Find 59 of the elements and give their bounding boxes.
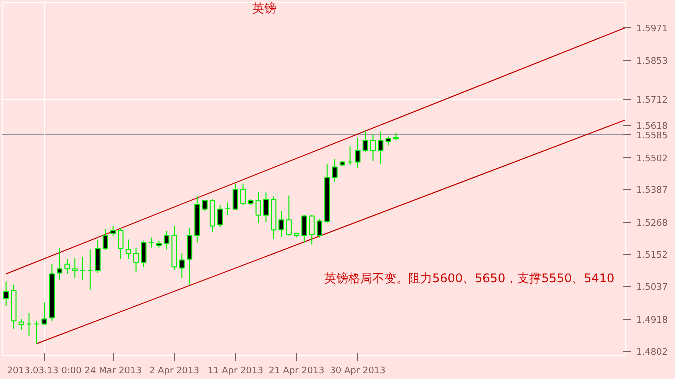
candlestick [263,192,270,223]
candlestick [26,312,32,336]
candlestick [240,183,246,206]
y-tick-label: 1.5387 [636,186,668,196]
candlestick [164,230,170,250]
candlestick [4,281,10,307]
y-tick-label: 1.5618 [636,122,668,132]
candlestick [18,318,24,331]
y-tick-label: 1.5502 [636,154,668,164]
candlestick [302,214,308,244]
candlestick [110,226,116,236]
ref-line-label: 1.5712 [636,96,668,106]
candlestick [256,191,262,224]
candlestick [232,183,238,211]
candlestick [179,253,185,278]
candlestick [72,258,78,278]
y-tick-label: 1.5037 [636,283,668,294]
y-tick-label: 1.4802 [636,348,668,358]
y-tick-label: 1.4918 [636,316,668,326]
candlestick [278,210,284,238]
candlestick [362,130,368,154]
candlestick [42,302,48,326]
x-tick-label: 30 Apr 2013 [330,366,386,376]
candlestick [309,214,315,246]
candlestick [80,256,86,280]
candlestick [316,218,323,238]
candlestick [218,204,224,228]
y-tick-label: 1.5853 [636,57,668,68]
candlestick [202,200,208,212]
candlestick [133,247,140,273]
chart-title: 英镑 [252,2,276,16]
y-tick-label: 1.5152 [636,251,668,262]
candlestick [332,158,338,182]
candlestick [148,237,154,248]
candlestick [286,195,292,236]
candlestick [118,228,124,260]
x-tick-label: 11 Apr 2013 [208,366,264,376]
candlestick [355,137,361,169]
candlestick [126,239,132,260]
x-tick-label: 2013.03.13 0:00 [7,366,82,376]
x-tick-label: 24 Mar 2013 [84,366,142,376]
candlestick [57,248,63,280]
candlestick [102,228,108,252]
candlestick [370,134,376,162]
ref-line-label: 1.5585 [636,131,668,142]
candlestick [88,249,94,290]
annotation: 英镑格局不变。阻力5600、5650，支撑5550、5410 [324,272,615,286]
y-tick-label: 1.5971 [636,24,668,34]
candlestick [186,228,193,286]
candlestick [95,239,101,274]
candlestick [225,202,231,216]
y-tick-label: 1.5268 [636,219,668,230]
candlestick [34,320,40,344]
candlestick [64,258,70,275]
candlestick [348,146,354,166]
candlestick [141,240,147,268]
x-tick-label: 2 Apr 2013 [150,366,200,376]
candlestick [378,131,384,165]
x-tick-label: 21 Apr 2013 [268,366,325,376]
